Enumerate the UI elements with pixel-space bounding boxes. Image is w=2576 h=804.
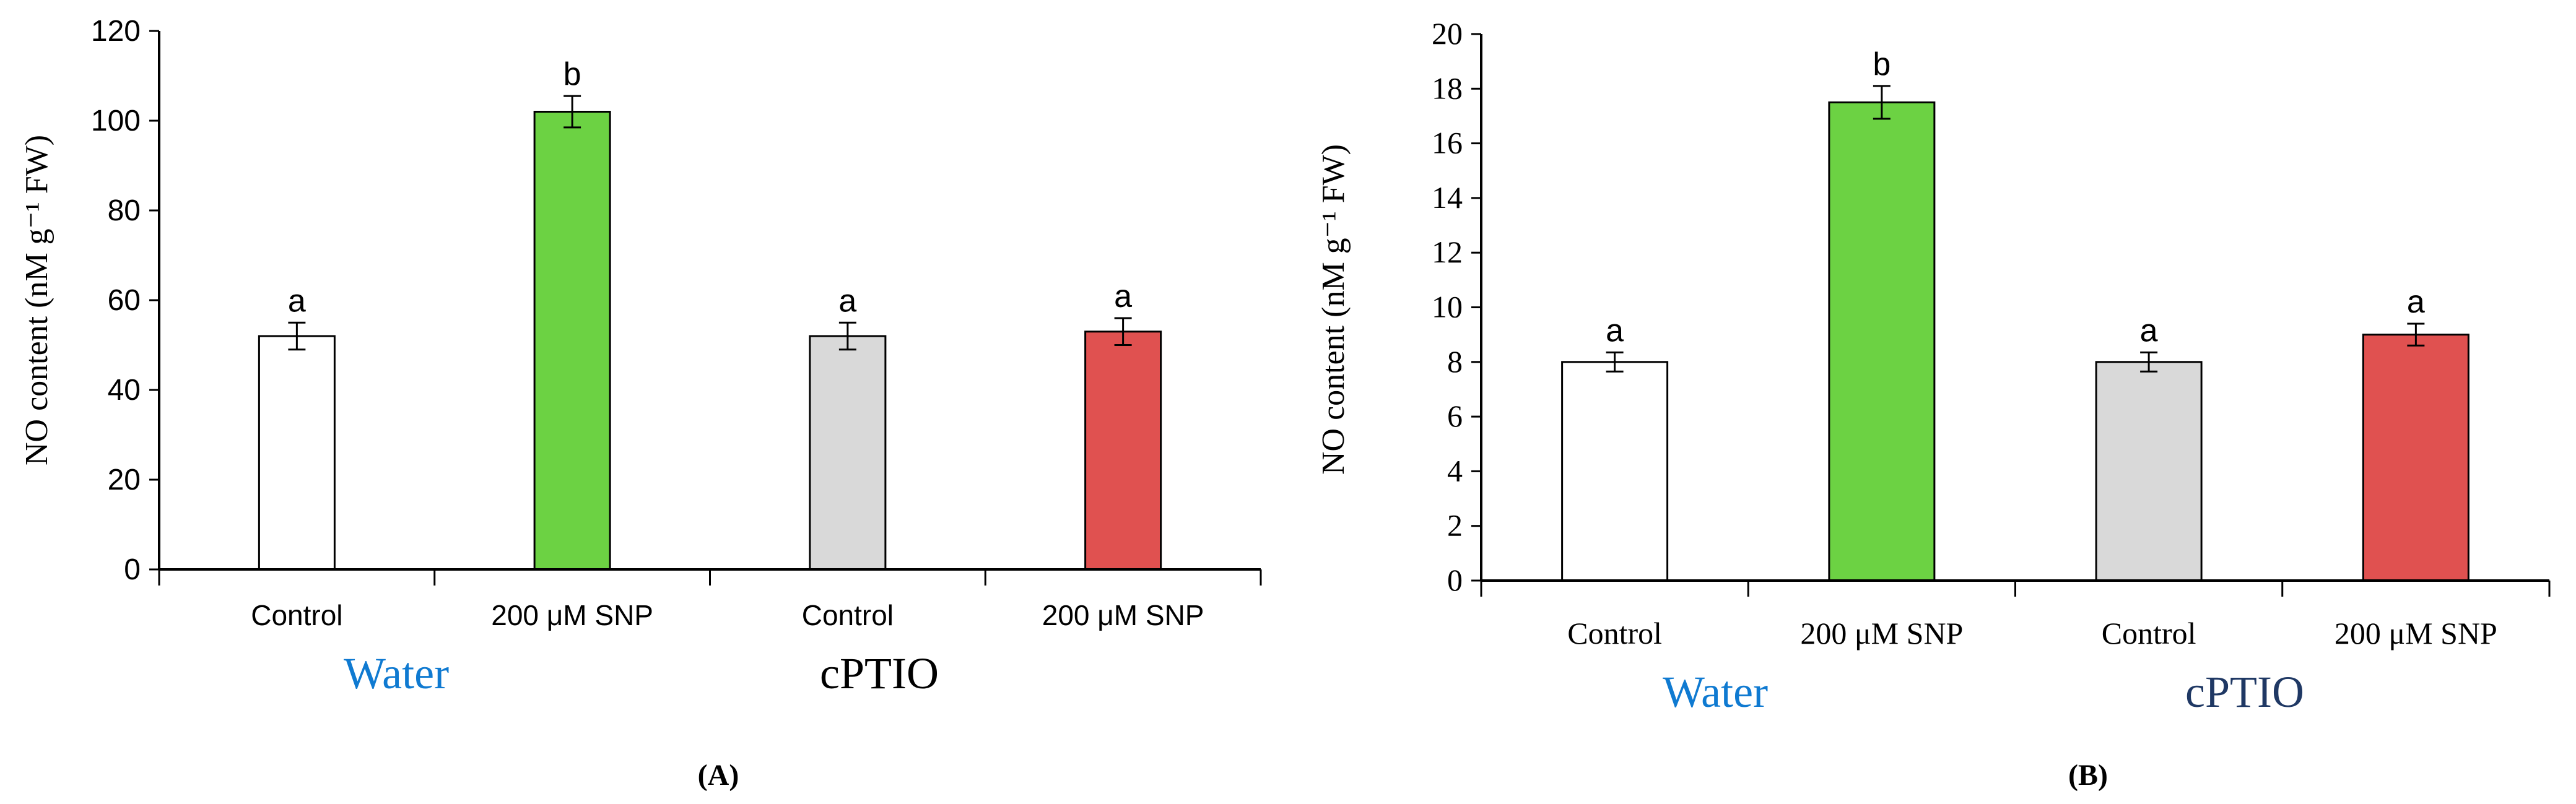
axes-a: Control 200 μM SNP Control 200 μM SNP	[158, 31, 1262, 631]
significance-label-a-0: a	[288, 283, 306, 319]
y-tick-label-b-0: 0	[1447, 563, 1463, 597]
significance-label-a-1: b	[564, 56, 581, 92]
y-tick-label-b-8: 16	[1432, 126, 1463, 160]
y-tick-label-b-9: 18	[1432, 71, 1463, 105]
bar-a-1	[533, 111, 611, 571]
y-tick-label-b-6: 12	[1432, 235, 1463, 269]
x-category-label-a-3: 200 μM SNP	[1042, 599, 1204, 631]
x-category-label-a-0: Control	[251, 599, 342, 631]
x-category-label-a-2: Control	[802, 599, 894, 631]
chart-panel-b: 0 2 4 6 8 10 12 14 16 18 20 a b a a Control 200 μM SNP…	[1316, 16, 2551, 792]
y-axis-label-a: NO content (nM g⁻¹ FW)	[19, 135, 54, 465]
significance-label-b-1: b	[1873, 46, 1891, 82]
bars-a: a b a a	[258, 56, 1162, 571]
bar-a-3	[1084, 331, 1162, 571]
y-tick-label-a-3: 60	[108, 284, 141, 317]
y-tick-label-b-3: 6	[1447, 399, 1463, 433]
y-tick-label-a-1: 20	[108, 464, 141, 496]
bar-b-2	[2095, 361, 2203, 582]
bar-b-0	[1561, 361, 1669, 582]
y-tick-label-b-4: 8	[1447, 344, 1463, 379]
y-tick-label-b-1: 2	[1447, 508, 1463, 543]
x-category-label-b-0: Control	[1567, 616, 1662, 651]
y-tick-label-b-2: 4	[1447, 453, 1463, 488]
significance-label-b-0: a	[1606, 313, 1624, 348]
y-tick-label-a-4: 80	[108, 194, 141, 227]
y-axis-label-b: NO content (nM g⁻¹ FW)	[1316, 144, 1351, 475]
y-tick-label-a-2: 40	[108, 374, 141, 407]
panel-label-b: (B)	[2068, 759, 2108, 792]
y-axis-ticks-b: 0 2 4 6 8 10 12 14 16 18 20	[1432, 16, 1481, 597]
x-category-label-b-2: Control	[2102, 616, 2196, 651]
group-label-cptio-a: cPTIO	[820, 649, 939, 698]
y-tick-label-a-6: 120	[91, 15, 141, 48]
y-tick-label-b-5: 10	[1432, 290, 1463, 324]
y-tick-label-a-5: 100	[91, 105, 141, 137]
bar-a-0	[258, 335, 336, 571]
x-category-label-a-1: 200 μM SNP	[491, 599, 653, 631]
x-category-label-b-3: 200 μM SNP	[2334, 616, 2497, 651]
significance-label-b-3: a	[2407, 284, 2425, 320]
panel-label-a: (A)	[698, 759, 739, 792]
bar-b-3	[2362, 334, 2469, 582]
y-axis-ticks-a: 0 20 40 60 80 100 120	[91, 15, 159, 586]
x-category-label-b-1: 200 μM SNP	[1800, 616, 1963, 651]
bars-b: a b a a	[1561, 46, 2469, 582]
significance-label-a-2: a	[838, 283, 856, 319]
bar-a-2	[809, 335, 887, 571]
y-tick-label-b-10: 20	[1432, 16, 1463, 51]
axes-b: Control 200 μM SNP Control 200 μM SNP	[1480, 34, 2551, 651]
group-label-water-a: Water	[344, 649, 449, 698]
group-label-cptio-b: cPTIO	[2185, 667, 2304, 717]
significance-label-b-2: a	[2140, 313, 2158, 348]
group-label-water-b: Water	[1663, 667, 1768, 717]
y-tick-label-a-0: 0	[124, 553, 141, 586]
y-tick-label-b-7: 14	[1432, 180, 1463, 215]
bar-b-1	[1828, 101, 1936, 582]
significance-label-a-3: a	[1114, 279, 1132, 314]
